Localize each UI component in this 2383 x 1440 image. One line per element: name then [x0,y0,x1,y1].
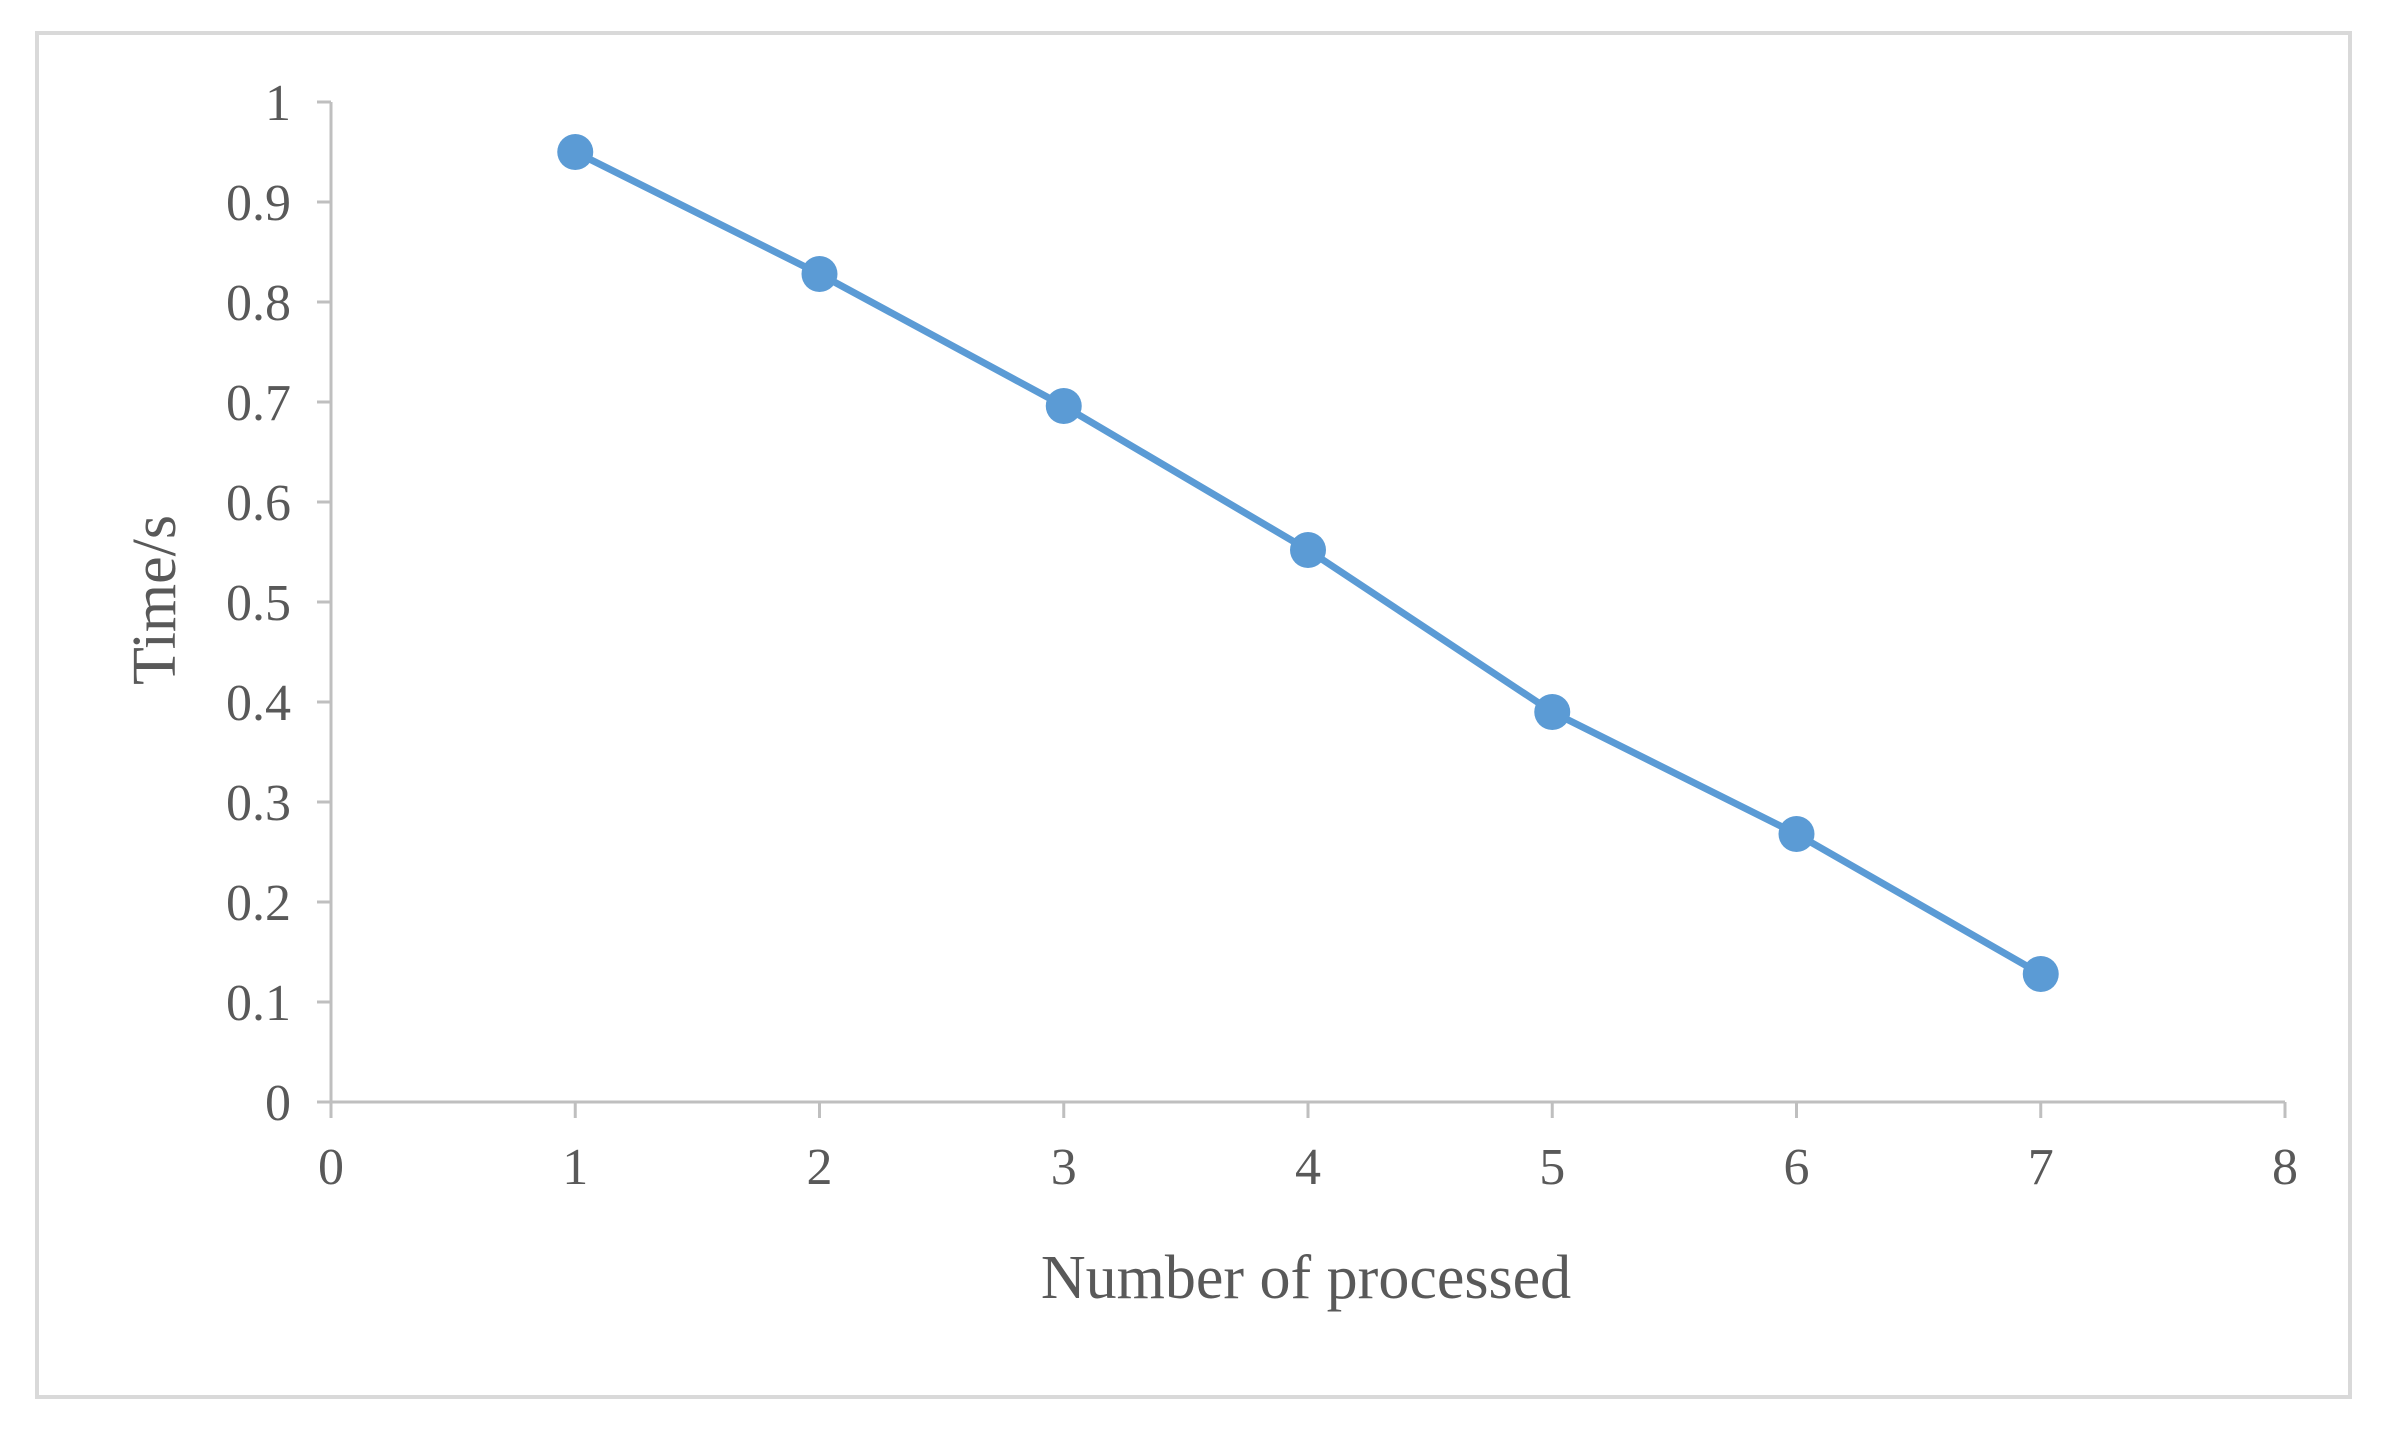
data-point [557,134,594,170]
x-tick-label: 4 [1295,1139,1321,1196]
x-tick-label: 8 [2272,1139,2298,1196]
x-tick-label: 6 [1784,1139,1810,1196]
y-tick-label: 0.1 [226,975,291,1032]
y-tick-label: 0.8 [226,275,291,332]
x-tick-label: 0 [318,1139,344,1196]
x-tick-label: 5 [1539,1139,1565,1196]
y-tick-label: 0.5 [226,575,291,632]
data-point [1045,388,1082,424]
x-axis-ticks: 0 1 2 3 4 5 6 7 8 [318,1102,2298,1196]
x-tick-label: 7 [2028,1139,2054,1196]
y-axis-title: Time/s [121,515,189,685]
x-tick-label: 3 [1051,1139,1077,1196]
axes [329,102,2285,1104]
series-layer [557,134,2059,992]
x-axis-title: Number of processed [1041,1244,1571,1312]
chart-frame [35,31,2352,1399]
y-tick-label: 0.2 [226,875,291,932]
y-tick-label: 0.4 [226,675,291,732]
y-tick-label: 1 [265,75,291,132]
y-tick-label: 0.6 [226,475,291,532]
x-tick-label: 2 [807,1139,833,1196]
data-point [2022,956,2059,992]
data-point [1534,694,1571,730]
data-point [801,256,838,292]
y-axis-ticks: 0 0.1 0.2 0.3 0.4 0.5 0.6 0.7 0.8 0.9 1 [226,75,331,1132]
x-tick-label: 1 [562,1139,588,1196]
y-tick-label: 0.9 [226,175,291,232]
y-tick-label: 0.7 [226,375,291,432]
data-point [1778,816,1815,852]
y-tick-label: 0 [265,1075,291,1132]
data-point [1290,532,1326,568]
y-tick-label: 0.3 [226,775,291,832]
